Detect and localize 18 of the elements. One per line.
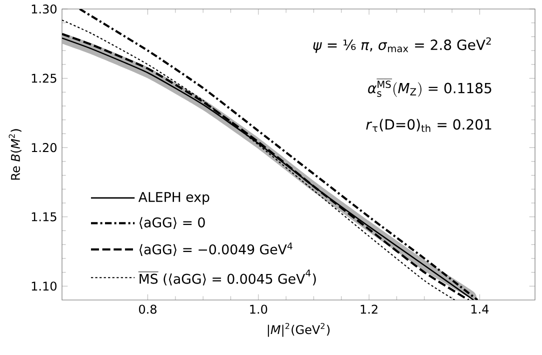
y-tick-label: 1.25 <box>32 74 56 83</box>
legend-label: ⟨aGG⟩ = −0.0049 GeV$^{4}$ <box>140 242 292 256</box>
y-axis-title: Re B(M$^{2}$) <box>8 129 22 180</box>
legend-label: ALEPH exp <box>138 192 210 205</box>
annotation: r$_{τ}$(D=0)$_{th}$ = 0.201 <box>366 118 492 132</box>
x-tick-label: 1.0 <box>250 304 268 314</box>
y-tick-label: 1.20 <box>32 143 56 152</box>
annotation: $\textit{α}_{\mathrm{s}}^{\overline{\mathrm{MS}}}(\textit{M}_{\mathrm{Z}})\ \text{= 0.1185}$ <box>368 78 492 97</box>
y-tick-label: 1.10 <box>32 282 56 291</box>
y-tick-label: 1.15 <box>32 212 56 222</box>
annotation: ψ = ⅙ π, σ$_{max}$ = 2.8 GeV$^{2}$ <box>313 37 491 53</box>
x-axis-title: |M|$^{2}$(GeV$^{2}$) <box>268 322 330 337</box>
x-tick-label: 0.8 <box>139 304 156 314</box>
x-tick-label: 1.4 <box>471 304 489 314</box>
legend-label: $\overline{\mathrm{MS}}\ \text{(⟨aGG⟩ = 0.0045 GeV}^{\text{4}}\text{)}$ <box>138 270 316 286</box>
y-tick-label: 1.30 <box>32 4 56 14</box>
legend-label: ⟨aGG⟩ = 0 <box>140 217 205 230</box>
x-tick-label: 1.2 <box>360 304 378 314</box>
